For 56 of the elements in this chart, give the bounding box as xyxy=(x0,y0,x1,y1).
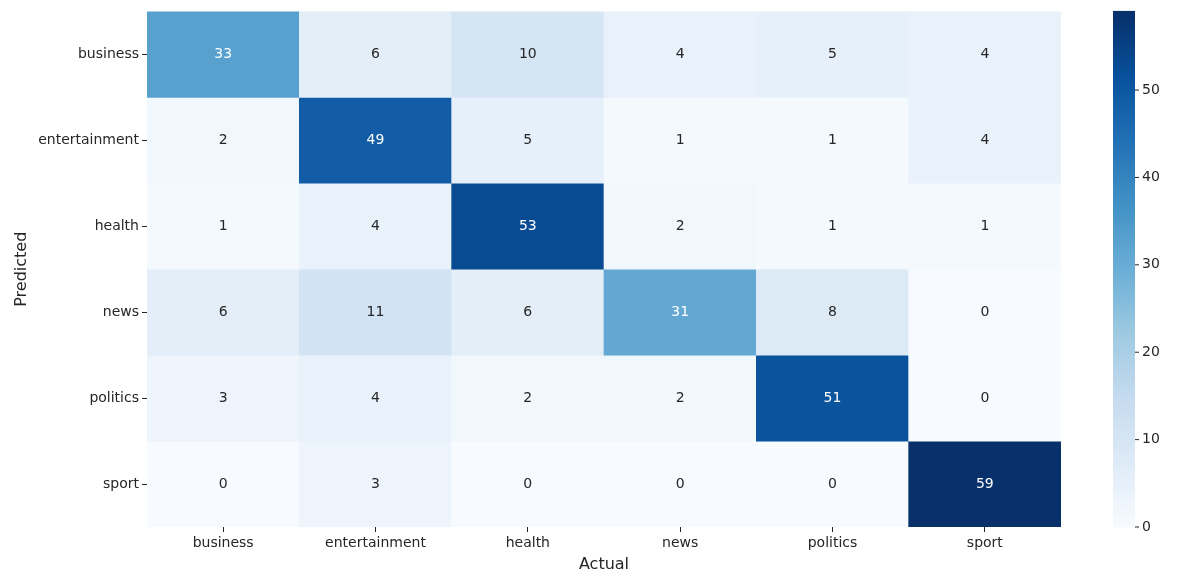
y-tick-label: health xyxy=(94,216,139,233)
data-label: 3 xyxy=(371,474,380,491)
data-label: 1 xyxy=(828,216,837,233)
data-label: 1 xyxy=(980,216,990,233)
data-label: 53 xyxy=(518,216,537,233)
data-label: 0 xyxy=(980,302,990,319)
x-tick-label: sport xyxy=(966,534,1004,551)
color-bar-label: 20 xyxy=(1142,342,1160,359)
data-label: 6 xyxy=(371,45,381,62)
data-label: 8 xyxy=(828,302,837,319)
data-label: 5 xyxy=(523,130,533,147)
data-label: 4 xyxy=(371,388,381,405)
data-label: 4 xyxy=(980,130,990,147)
data-label: 1 xyxy=(675,130,685,147)
data-label: 2 xyxy=(523,388,533,405)
data-label: 0 xyxy=(523,474,533,491)
data-label: 1 xyxy=(218,216,228,233)
color-bar-label: 30 xyxy=(1142,255,1160,272)
data-label: 11 xyxy=(366,302,385,319)
x-tick-label: health xyxy=(505,534,550,551)
color-bar-label: 10 xyxy=(1142,430,1160,447)
data-label: 5 xyxy=(828,45,837,62)
data-label: 0 xyxy=(218,474,228,491)
color-bar-label: 0 xyxy=(1142,517,1151,534)
y-tick-label: sport xyxy=(102,474,140,491)
data-label: 49 xyxy=(366,130,385,147)
data-label: 51 xyxy=(823,388,842,405)
x-tick-label: business xyxy=(192,534,254,551)
data-label: 10 xyxy=(518,45,537,62)
data-label: 2 xyxy=(675,216,685,233)
data-label: 59 xyxy=(975,474,994,491)
data-label: 3 xyxy=(218,388,228,405)
y-tick-label: entertainment xyxy=(38,130,140,147)
data-label: 2 xyxy=(218,130,228,147)
data-label: 6 xyxy=(523,302,533,319)
color-bar-label: 50 xyxy=(1142,80,1160,97)
data-label: 0 xyxy=(828,474,837,491)
x-axis-title: Actual xyxy=(578,553,630,573)
y-tick-label: news xyxy=(102,302,139,319)
data-label: 1 xyxy=(828,130,837,147)
data-label: 0 xyxy=(675,474,685,491)
data-label: 2 xyxy=(675,388,685,405)
data-label: 4 xyxy=(371,216,381,233)
color-bar-label: 40 xyxy=(1142,168,1160,185)
y-tick-label: politics xyxy=(89,388,139,405)
data-label: 33 xyxy=(214,45,233,62)
x-tick-label: news xyxy=(662,534,699,551)
data-label: 6 xyxy=(218,302,228,319)
x-tick-label: politics xyxy=(807,534,858,551)
data-label: 4 xyxy=(980,45,990,62)
y-axis-title: Predicted xyxy=(10,231,30,307)
data-label: 0 xyxy=(980,388,990,405)
data-label: 31 xyxy=(671,302,690,319)
x-tick-label: entertainment xyxy=(325,534,427,551)
y-tick-label: business xyxy=(77,45,139,62)
data-label: 4 xyxy=(675,45,685,62)
